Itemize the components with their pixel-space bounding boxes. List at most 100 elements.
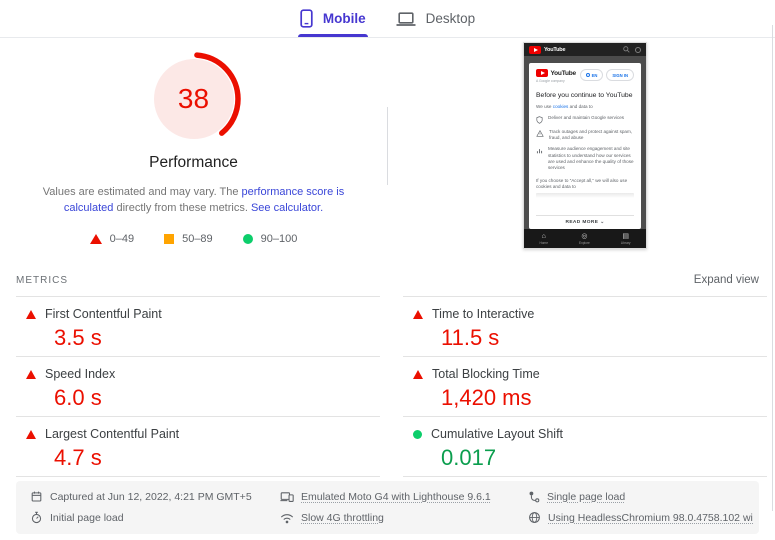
performance-gauge: 38 — [144, 49, 244, 149]
warning-icon — [536, 130, 544, 137]
metric-time-to-interactive: Time to Interactive 11.5 s — [403, 296, 767, 356]
wifi-icon — [280, 513, 294, 523]
pass-circle-icon — [242, 234, 253, 244]
consent-note: If you choose to “Accept all,” we will a… — [536, 177, 628, 189]
consent-dialog: YouTube A Google company EN SIGN IN Befo… — [529, 63, 641, 229]
library-icon: ▤ — [622, 232, 629, 240]
dialog-brand-subtitle: A Google company — [536, 78, 565, 83]
fail-triangle-icon — [413, 369, 423, 379]
metric-value: 4.7 s — [54, 445, 102, 470]
metric-value: 6.0 s — [54, 385, 102, 410]
legend-average: 50–89 — [164, 233, 213, 245]
metric-largest-contentful-paint: Largest Contentful Paint 4.7 s — [16, 416, 380, 476]
page-screenshot-thumbnail[interactable]: YouTube YouTube A Google company EN SIGN… — [523, 42, 647, 249]
fail-triangle-icon — [413, 309, 423, 319]
fail-triangle-icon — [26, 309, 36, 319]
metric-value: 0.017 — [441, 445, 497, 470]
single-page-load[interactable]: Single page load — [528, 488, 753, 505]
stopwatch-icon — [31, 511, 42, 524]
youtube-logo-icon — [529, 45, 541, 54]
metric-cumulative-layout-shift: Cumulative Layout Shift 0.017 — [403, 416, 767, 476]
consent-intro: We use cookies and data to — [536, 103, 593, 109]
globe-icon — [585, 73, 590, 77]
emulated-device[interactable]: Emulated Moto G4 with Lighthouse 9.6.1 — [280, 488, 491, 505]
language-button: EN — [579, 69, 604, 81]
consent-bullet: Measure audience engagement and site sta… — [536, 146, 634, 171]
fail-triangle-icon — [89, 234, 102, 244]
dialog-brand-wordmark: YouTube — [550, 69, 577, 77]
nav-library: ▤ Library — [620, 232, 631, 245]
score-legend: 0–49 50–89 90–100 — [0, 233, 387, 245]
initial-page-load: Initial page load — [30, 509, 252, 526]
captured-at: Captured at Jun 12, 2022, 4:21 PM GMT+5 — [30, 488, 252, 505]
metric-value: 1,420 ms — [441, 385, 532, 410]
cutoff-content — [536, 193, 634, 198]
fail-triangle-icon — [26, 369, 36, 379]
fail-triangle-icon — [26, 429, 36, 439]
devices-icon — [280, 492, 294, 502]
tab-desktop[interactable]: Desktop — [394, 0, 478, 37]
performance-score-section: 38 Performance Values are estimated and … — [0, 38, 387, 245]
performance-label: Performance — [149, 154, 238, 171]
desktop-laptop-icon — [396, 11, 416, 26]
cookies-link: cookies — [552, 103, 569, 109]
scrollbar-track[interactable] — [772, 25, 773, 511]
youtube-bottom-nav: ⌂ Home ◎ Explore ▤ Library — [524, 229, 646, 248]
metric-name: First Contentful Paint — [45, 307, 162, 321]
browser-version[interactable]: Using HeadlessChromium 98.0.4758.102 wit… — [528, 509, 753, 526]
dialog-brand: YouTube A Google company — [536, 69, 576, 83]
tab-mobile-label: Mobile — [322, 11, 366, 26]
tab-mobile[interactable]: Mobile — [297, 0, 368, 37]
disclaimer-text: Values are estimated and may vary. The — [42, 186, 239, 198]
metrics-title: METRICS — [16, 274, 68, 286]
see-calculator-link[interactable]: See calculator. — [250, 202, 324, 214]
legend-fail-range: 0–49 — [109, 233, 135, 245]
legend-fail: 0–49 — [89, 233, 135, 245]
metric-name: Total Blocking Time — [432, 367, 540, 381]
score-disclaimer: Values are estimated and may vary. The p… — [21, 184, 366, 216]
metric-value: 3.5 s — [54, 325, 102, 350]
metric-first-contentful-paint: First Contentful Paint 3.5 s — [16, 296, 380, 356]
read-more-button: READ MORE ⌄ — [536, 215, 634, 225]
youtube-wordmark: YouTube — [544, 46, 566, 53]
legend-pass: 90–100 — [242, 233, 297, 245]
score-calc-link[interactable]: performance score is calculated — [63, 186, 345, 214]
nav-home: ⌂ Home — [539, 232, 548, 245]
run-environment-footer: Captured at Jun 12, 2022, 4:21 PM GMT+5 … — [16, 481, 759, 534]
metric-total-blocking-time: Total Blocking Time 1,420 ms — [403, 356, 767, 416]
legend-average-range: 50–89 — [182, 233, 213, 245]
performance-score-value: 38 — [177, 83, 210, 114]
expand-view-link[interactable]: Expand view — [693, 274, 759, 286]
metrics-header: METRICS Expand view — [16, 274, 759, 286]
pass-circle-icon — [413, 429, 422, 439]
network-throttling[interactable]: Slow 4G throttling — [280, 509, 491, 526]
metric-name: Cumulative Layout Shift — [431, 427, 564, 441]
metric-name: Time to Interactive — [432, 307, 535, 321]
mobile-phone-icon — [300, 9, 313, 28]
consent-bullet: Track outages and protect against spam, … — [536, 129, 634, 141]
chevron-down-icon: ⌄ — [600, 220, 605, 225]
average-square-icon — [164, 234, 175, 244]
calendar-icon — [31, 491, 42, 502]
gauge-arc — [146, 52, 241, 146]
metrics-grid: First Contentful Paint 3.5 s Speed Index… — [16, 296, 767, 477]
metric-name: Speed Index — [45, 367, 116, 381]
metric-speed-index: Speed Index 6.0 s — [16, 356, 380, 416]
explore-icon: ◎ — [581, 232, 588, 240]
disclaimer-text-2: directly from these metrics. — [116, 202, 248, 214]
metric-name: Largest Contentful Paint — [45, 427, 180, 441]
globe-icon — [529, 512, 540, 523]
tab-desktop-label: Desktop — [425, 11, 476, 26]
search-icon — [623, 46, 630, 53]
consent-title: Before you continue to YouTube — [536, 91, 633, 99]
device-tabbar: Mobile Desktop — [0, 0, 775, 38]
shield-icon — [536, 116, 543, 124]
metric-value: 11.5 s — [441, 325, 500, 350]
metrics-left-column: First Contentful Paint 3.5 s Speed Index… — [16, 296, 380, 477]
bar-chart-icon — [536, 149, 543, 154]
consent-bullet: Deliver and maintain Google services — [536, 115, 634, 124]
home-icon: ⌂ — [541, 232, 546, 240]
nav-explore: ◎ Explore — [578, 232, 590, 245]
section-divider — [387, 107, 388, 185]
metrics-right-column: Time to Interactive 11.5 s Total Blockin… — [403, 296, 767, 477]
